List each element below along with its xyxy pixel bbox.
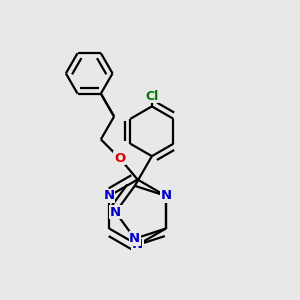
Text: N: N — [160, 189, 171, 203]
Text: O: O — [114, 152, 125, 165]
Text: N: N — [104, 189, 115, 203]
Text: N: N — [132, 238, 143, 251]
Text: Cl: Cl — [145, 90, 158, 103]
Text: N: N — [129, 232, 140, 245]
Text: N: N — [110, 206, 121, 219]
